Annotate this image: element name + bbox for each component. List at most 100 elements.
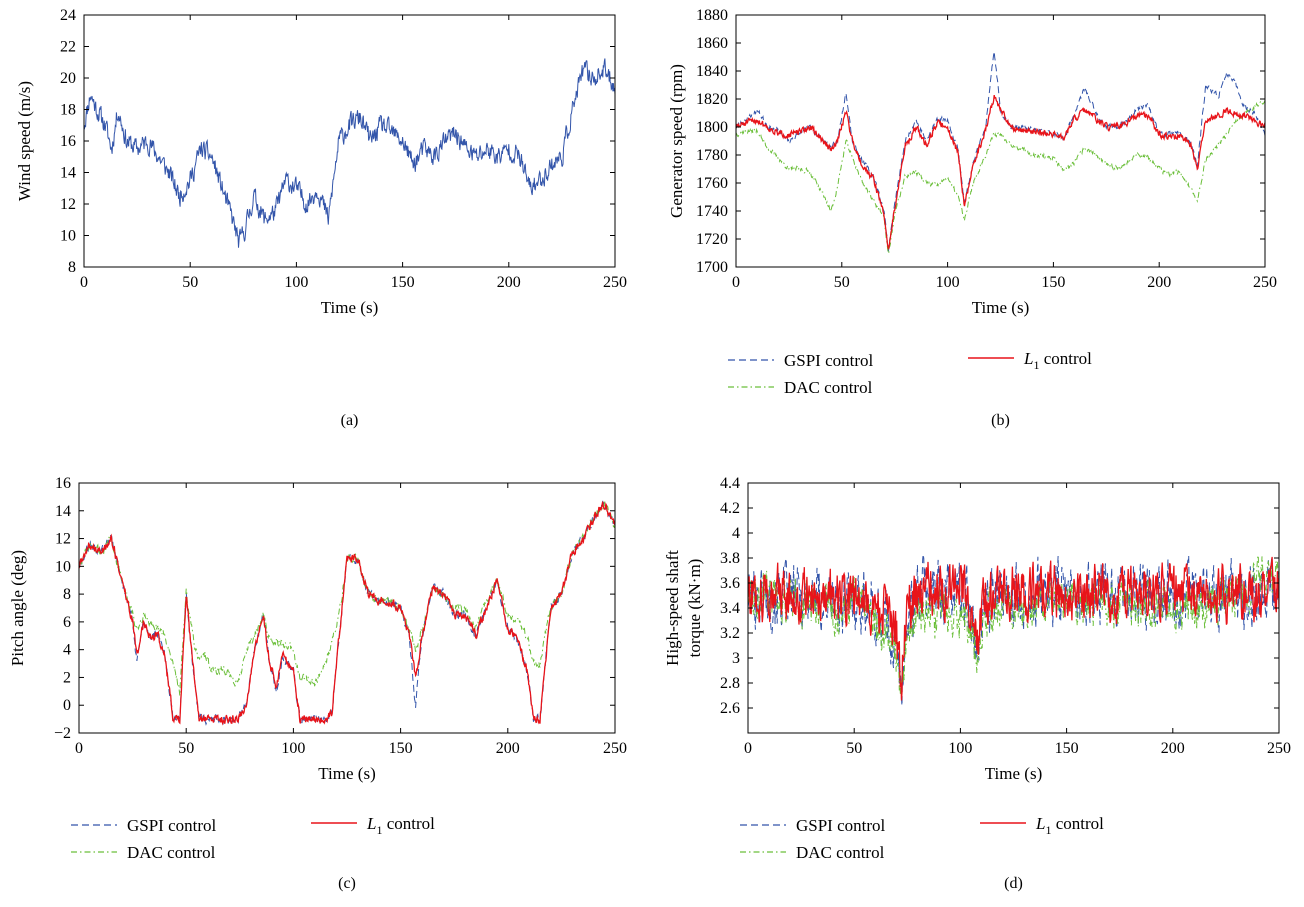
y-tick-label: 1700 [696, 259, 728, 276]
y-tick-label: 6 [63, 614, 71, 631]
series-line-l1-control [736, 94, 1265, 250]
plot-frame [78, 482, 616, 734]
y-tick-label: 4.2 [720, 500, 740, 517]
chart-panel-b: 0 50 100 150 200 250 1700 1720 1740 1760 1780 1800 1… [667, 7, 1277, 429]
x-tick-label: 0 [75, 740, 83, 757]
y-tick-label: 12 [55, 531, 71, 548]
y-tick-label: 3.4 [720, 600, 740, 617]
x-tick-label: 100 [936, 274, 960, 291]
y-tick-label: 8 [63, 586, 71, 603]
plot-frame [735, 14, 1266, 268]
legend-label: GSPI control [796, 816, 886, 835]
series-line-wind-speed [84, 58, 615, 248]
x-axis-label: Time (s) [321, 298, 378, 317]
x-tick-label: 0 [80, 274, 88, 291]
y-tick-label: 18 [60, 102, 76, 119]
series-line-l1-control [79, 501, 615, 726]
y-tick-label: 8 [68, 259, 76, 276]
x-tick-label: 50 [846, 740, 862, 757]
legend-label: L1 control [1035, 814, 1104, 837]
x-tick-label: 100 [948, 740, 972, 757]
x-tick-label: 250 [603, 740, 627, 757]
panel-caption: (a) [341, 412, 359, 429]
x-tick-label: 200 [1147, 274, 1171, 291]
x-axis-label: Time (s) [985, 764, 1042, 783]
x-tick-label: 150 [1055, 740, 1079, 757]
y-tick-label: 14 [55, 503, 71, 520]
series-line-dac-control [736, 99, 1265, 254]
y-axis-label: High-speed shaft torque (kN·m) [663, 550, 704, 666]
y-tick-label: 16 [55, 475, 71, 492]
y-tick-label: 14 [60, 165, 76, 182]
y-tick-label: −2 [54, 725, 71, 742]
y-tick-label: 4 [732, 525, 740, 542]
y-axis-label: Generator speed (rpm) [667, 64, 686, 218]
y-tick-label: 1720 [696, 231, 728, 248]
panel-caption: (d) [1004, 875, 1023, 892]
y-tick-label: 2 [63, 669, 71, 686]
x-tick-label: 250 [603, 274, 627, 291]
y-tick-label: 0 [63, 697, 71, 714]
x-tick-label: 100 [284, 274, 308, 291]
y-tick-label: 1780 [696, 147, 728, 164]
y-tick-label: 4 [63, 642, 71, 659]
y-tick-label: 1740 [696, 203, 728, 220]
y-tick-label: 3.2 [720, 625, 740, 642]
x-tick-label: 50 [182, 274, 198, 291]
y-tick-label: 4.4 [720, 475, 740, 492]
series-line-dac-control [748, 555, 1279, 700]
series-line-gspi-control [79, 500, 615, 726]
legend-label: L1 control [1023, 349, 1092, 372]
y-tick-label: 20 [60, 70, 76, 87]
x-axis-label: Time (s) [318, 764, 375, 783]
x-tick-label: 250 [1253, 274, 1277, 291]
x-tick-label: 50 [834, 274, 850, 291]
y-tick-label: 2.6 [720, 700, 740, 717]
x-tick-label: 150 [389, 740, 413, 757]
x-tick-label: 0 [732, 274, 740, 291]
legend-label: GSPI control [127, 816, 217, 835]
y-axis-label: Pitch angle (deg) [8, 550, 27, 666]
panel-caption: (b) [991, 412, 1010, 429]
series-line-gspi-control [748, 554, 1279, 706]
y-tick-label: 1880 [696, 7, 728, 24]
x-tick-label: 100 [281, 740, 305, 757]
x-axis-label: Time (s) [972, 298, 1029, 317]
plot-frame [83, 14, 616, 268]
y-axis-label: Wind speed (m/s) [15, 81, 34, 201]
x-tick-label: 150 [1041, 274, 1065, 291]
legend-label: GSPI control [784, 351, 874, 370]
chart-panel-a: 0 50 100 150 200 250 8 10 12 14 16 18 20 22 24 Time (s)… [15, 7, 627, 429]
legend-label: DAC control [127, 843, 216, 862]
chart-panel-d: 0 50 100 150 200 250 2.6 2.8 3 3.2 3.4 3.6 3.8 4 4.2 4.… [663, 475, 1291, 892]
legend-label: DAC control [784, 378, 873, 397]
x-tick-label: 250 [1267, 740, 1291, 757]
y-tick-label: 1820 [696, 91, 728, 108]
y-tick-label: 2.8 [720, 675, 740, 692]
y-tick-label: 1840 [696, 63, 728, 80]
x-tick-label: 150 [391, 274, 415, 291]
series-line-l1-control [748, 556, 1279, 701]
x-tick-label: 50 [178, 740, 194, 757]
y-tick-label: 3.8 [720, 550, 740, 567]
x-tick-label: 0 [744, 740, 752, 757]
y-tick-label: 1860 [696, 35, 728, 52]
panel-caption: (c) [338, 875, 356, 892]
legend-label: L1 control [366, 814, 435, 837]
series-line-gspi-control [736, 51, 1265, 252]
y-tick-label: 3.6 [720, 575, 740, 592]
x-tick-label: 200 [1161, 740, 1185, 757]
y-tick-label: 12 [60, 196, 76, 213]
y-tick-label: 1760 [696, 175, 728, 192]
y-tick-label: 16 [60, 133, 76, 150]
y-tick-label: 10 [55, 558, 71, 575]
x-tick-label: 200 [497, 274, 521, 291]
x-tick-label: 200 [496, 740, 520, 757]
y-tick-label: 1800 [696, 119, 728, 136]
y-tick-label: 10 [60, 228, 76, 245]
y-tick-label: 24 [60, 7, 76, 24]
y-tick-label: 22 [60, 39, 76, 56]
series-line-dac-control [79, 501, 615, 696]
